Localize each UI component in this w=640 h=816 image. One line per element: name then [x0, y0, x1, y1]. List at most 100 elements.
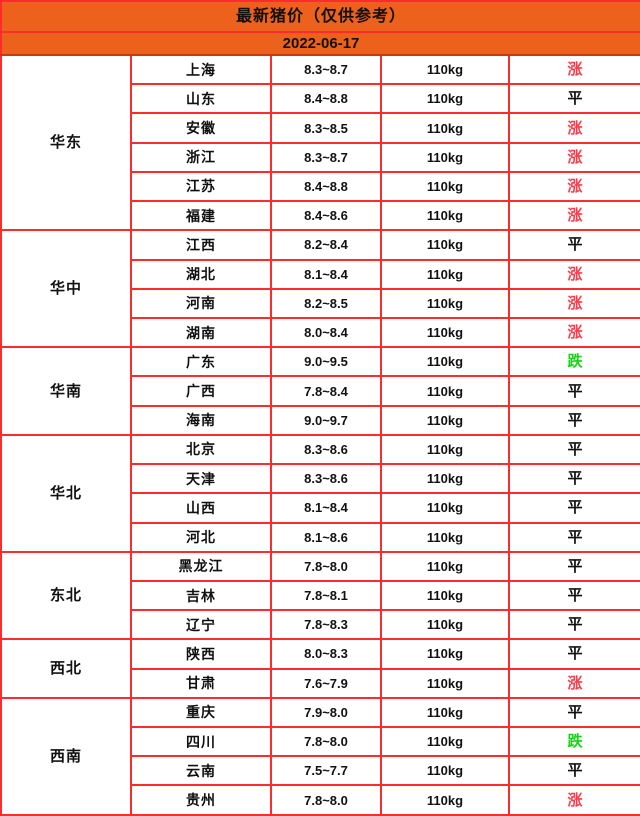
province-cell: 河北 [130, 521, 272, 553]
price-range-cell: 7.8~8.1 [270, 579, 382, 612]
trend-cell: 涨 [507, 784, 640, 816]
province-cell: 山西 [130, 492, 272, 524]
table-row: 四川 7.8~8.0 110kg 跌 [1, 726, 640, 758]
table-row: 天津 8.3~8.6 110kg 平 [1, 463, 640, 495]
price-range-cell: 8.4~8.8 [270, 170, 382, 203]
region-cell: 西南 [0, 696, 132, 816]
page-title: 最新猪价（仅供参考） [0, 0, 640, 33]
table-row: 华南 广东 9.0~9.5 110kg 跌 [0, 346, 640, 436]
weight-cell: 110kg [380, 287, 510, 319]
table-row: 河南 8.2~8.5 110kg 涨 [1, 287, 640, 319]
province-cell: 黑龙江 [130, 550, 272, 582]
weight-cell: 110kg [380, 463, 510, 495]
province-cell: 福建 [130, 200, 272, 232]
trend-cell: 涨 [507, 141, 640, 173]
table-row: 广西 7.8~8.4 110kg 平 [1, 375, 640, 407]
province-cell: 上海 [130, 53, 272, 86]
weight-cell: 110kg [380, 784, 510, 816]
price-range-cell: 7.9~8.0 [270, 696, 382, 729]
table-row: 华中 江西 8.2~8.4 110kg 平 [0, 229, 640, 349]
province-cell: 浙江 [130, 141, 272, 173]
trend-cell: 平 [507, 550, 640, 582]
weight-cell: 110kg [380, 579, 510, 612]
table-row: 辽宁 7.8~8.3 110kg 平 [1, 609, 640, 641]
weight-cell: 110kg [380, 404, 510, 436]
price-range-cell: 8.1~8.4 [270, 258, 382, 290]
weight-cell: 110kg [380, 375, 510, 407]
price-range-cell: 8.0~8.4 [270, 316, 382, 349]
table-row: 湖南 8.0~8.4 110kg 涨 [1, 316, 640, 349]
weight-cell: 110kg [380, 170, 510, 203]
trend-cell: 涨 [507, 667, 640, 699]
price-range-cell: 8.4~8.8 [270, 83, 382, 115]
province-cell: 重庆 [130, 696, 272, 729]
trend-cell: 涨 [507, 53, 640, 86]
trend-cell: 平 [507, 83, 640, 115]
province-cell: 四川 [130, 726, 272, 758]
province-cell: 云南 [130, 755, 272, 787]
region-cell: 西北 [0, 638, 132, 699]
price-range-cell: 8.3~8.6 [270, 433, 382, 466]
price-range-cell: 7.8~8.0 [270, 784, 382, 816]
price-range-cell: 8.3~8.7 [270, 53, 382, 86]
trend-cell: 跌 [507, 346, 640, 378]
weight-cell: 110kg [380, 696, 510, 729]
province-cell: 广东 [130, 346, 272, 378]
price-range-cell: 7.5~7.7 [270, 755, 382, 787]
price-range-cell: 8.2~8.5 [270, 287, 382, 319]
weight-cell: 110kg [380, 141, 510, 173]
weight-cell: 110kg [380, 53, 510, 86]
weight-cell: 110kg [380, 521, 510, 553]
weight-cell: 110kg [380, 258, 510, 290]
price-range-cell: 8.0~8.3 [270, 638, 382, 670]
province-cell: 河南 [130, 287, 272, 319]
weight-cell: 110kg [380, 609, 510, 641]
table-row: 山西 8.1~8.4 110kg 平 [1, 492, 640, 524]
trend-cell: 涨 [507, 200, 640, 232]
weight-cell: 110kg [380, 200, 510, 232]
trend-cell: 跌 [507, 726, 640, 758]
weight-cell: 110kg [380, 726, 510, 758]
date-label: 2022-06-17 [0, 31, 640, 56]
weight-cell: 110kg [380, 229, 510, 261]
price-range-cell: 8.3~8.7 [270, 141, 382, 173]
weight-cell: 110kg [380, 755, 510, 787]
table-row: 西南 重庆 7.9~8.0 110kg 平 [0, 696, 640, 816]
weight-cell: 110kg [380, 550, 510, 582]
province-cell: 江苏 [130, 170, 272, 203]
province-cell: 北京 [130, 433, 272, 466]
province-cell: 天津 [130, 463, 272, 495]
province-cell: 陕西 [130, 638, 272, 670]
province-cell: 湖北 [130, 258, 272, 290]
table-row: 吉林 7.8~8.1 110kg 平 [1, 579, 640, 612]
trend-cell: 平 [507, 463, 640, 495]
table-row: 江苏 8.4~8.8 110kg 涨 [1, 170, 640, 203]
trend-cell: 平 [507, 375, 640, 407]
province-cell: 吉林 [130, 579, 272, 612]
header-date-row: 2022-06-17 [0, 31, 640, 56]
table-row: 甘肃 7.6~7.9 110kg 涨 [1, 667, 640, 699]
trend-cell: 平 [507, 696, 640, 729]
weight-cell: 110kg [380, 83, 510, 115]
price-range-cell: 8.3~8.6 [270, 463, 382, 495]
table-row: 西北 陕西 8.0~8.3 110kg 平 [0, 638, 640, 699]
price-range-cell: 8.1~8.6 [270, 521, 382, 553]
price-range-cell: 8.4~8.6 [270, 200, 382, 232]
price-range-cell: 8.1~8.4 [270, 492, 382, 524]
province-cell: 甘肃 [130, 667, 272, 699]
price-range-cell: 8.2~8.4 [270, 229, 382, 261]
table-row: 湖北 8.1~8.4 110kg 涨 [1, 258, 640, 290]
table-row: 福建 8.4~8.6 110kg 涨 [1, 200, 640, 232]
trend-cell: 平 [507, 609, 640, 641]
weight-cell: 110kg [380, 112, 510, 144]
weight-cell: 110kg [380, 346, 510, 378]
price-range-cell: 8.3~8.5 [270, 112, 382, 144]
trend-cell: 平 [507, 433, 640, 466]
trend-cell: 涨 [507, 287, 640, 319]
trend-cell: 平 [507, 638, 640, 670]
table-row: 云南 7.5~7.7 110kg 平 [1, 755, 640, 787]
table-row: 浙江 8.3~8.7 110kg 涨 [1, 141, 640, 173]
